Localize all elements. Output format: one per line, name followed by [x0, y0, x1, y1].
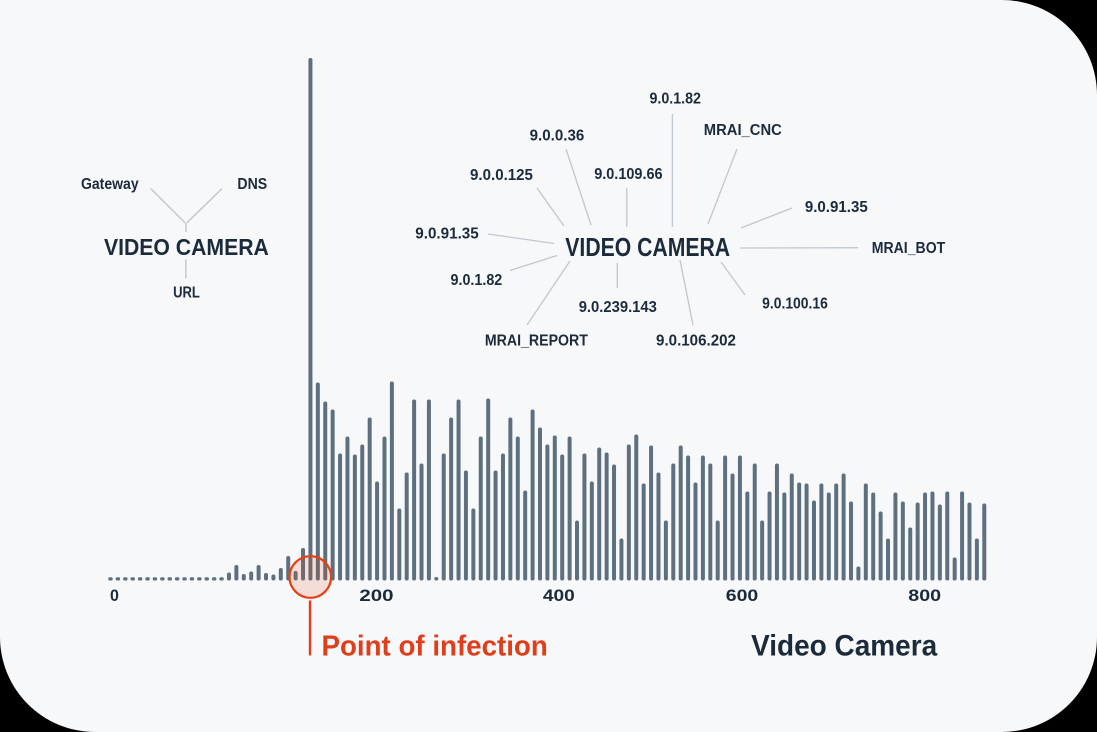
- svg-text:MRAI_CNC: MRAI_CNC: [704, 122, 782, 139]
- svg-text:9.0.1.82: 9.0.1.82: [649, 90, 701, 107]
- svg-text:600: 600: [726, 587, 759, 605]
- svg-text:9.0.91.35: 9.0.91.35: [415, 226, 479, 243]
- svg-text:9.0.109.66: 9.0.109.66: [594, 166, 663, 183]
- svg-text:Video Camera: Video Camera: [751, 629, 938, 662]
- svg-text:9.0.1.82: 9.0.1.82: [451, 272, 503, 289]
- svg-text:MRAI_BOT: MRAI_BOT: [872, 240, 946, 257]
- svg-text:VIDEO CAMERA: VIDEO CAMERA: [565, 232, 730, 262]
- svg-text:9.0.91.35: 9.0.91.35: [805, 199, 868, 216]
- svg-text:9.0.0.125: 9.0.0.125: [470, 167, 533, 184]
- svg-text:9.0.239.143: 9.0.239.143: [579, 299, 658, 316]
- svg-text:DNS: DNS: [237, 176, 267, 193]
- svg-text:VIDEO CAMERA: VIDEO CAMERA: [104, 234, 269, 260]
- svg-text:9.0.100.16: 9.0.100.16: [762, 295, 828, 312]
- svg-text:MRAI_REPORT: MRAI_REPORT: [485, 333, 589, 350]
- svg-text:Gateway: Gateway: [81, 176, 139, 193]
- svg-text:9.0.106.202: 9.0.106.202: [656, 333, 736, 350]
- svg-text:9.0.0.36: 9.0.0.36: [530, 127, 585, 144]
- svg-text:400: 400: [543, 587, 575, 605]
- svg-text:0: 0: [110, 587, 119, 605]
- svg-text:200: 200: [359, 587, 393, 605]
- svg-text:800: 800: [908, 587, 941, 605]
- svg-text:Point of infection: Point of infection: [322, 630, 548, 662]
- svg-text:URL: URL: [173, 285, 200, 302]
